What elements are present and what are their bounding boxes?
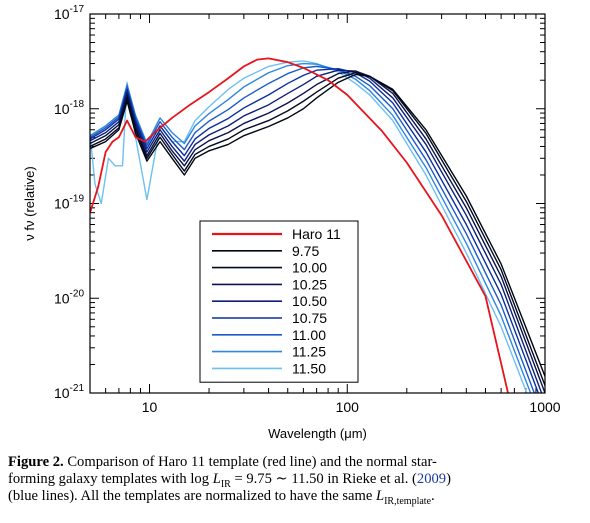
x-tick-label: 10	[142, 399, 158, 415]
legend-label: 10.75	[292, 310, 327, 326]
caption-template-subscript: IR,template	[384, 495, 432, 507]
axis-ticks	[89, 14, 546, 394]
x-axis-label: Wavelength (μm)	[268, 426, 367, 441]
y-tick-label: 10-20	[54, 288, 84, 306]
series-line	[90, 69, 543, 393]
legend-label: 10.00	[292, 260, 327, 276]
legend-label: 11.50	[292, 360, 326, 376]
reference-year-link[interactable]: 2009	[416, 471, 447, 487]
series-lines	[90, 57, 545, 393]
legend-label: 10.50	[292, 293, 327, 309]
x-tick-labels: 10 100 1000	[142, 399, 561, 415]
legend-label: 11.00	[292, 327, 326, 343]
caption-line-1: Figure 2. Comparison of Haro 11 template…	[8, 454, 582, 471]
series-line	[90, 67, 540, 393]
caption-ir-subscript: IR	[220, 478, 231, 490]
caption-line-3: (blue lines). All the templates are norm…	[8, 488, 582, 507]
caption-text-2b: = 9.75 ∼ 11.50 in Rieke et al. (	[230, 471, 417, 487]
figure-caption: Figure 2. Comparison of Haro 11 template…	[8, 454, 582, 507]
caption-text-2a: forming galaxy templates with log	[8, 471, 213, 487]
y-tick-labels: 10-21 10-20 10-19 10-18 10-17	[54, 4, 84, 401]
series-line	[90, 73, 545, 377]
caption-line-2: forming galaxy templates with log LIR = …	[8, 471, 582, 490]
x-tick-label: 100	[336, 399, 360, 415]
caption-text-2c: )	[446, 471, 451, 487]
y-tick-label: 10-21	[54, 383, 84, 401]
chart: 10 100 1000 10-21 10-20 10-19 10-18 10-17 Wave…	[22, 4, 561, 441]
caption-text-3a: (blue lines). All the templates are norm…	[8, 488, 376, 504]
series-line	[90, 72, 545, 386]
series-line	[90, 57, 509, 393]
y-tick-label: 10-19	[54, 194, 84, 212]
y-tick-label: 10-18	[54, 99, 84, 117]
legend: Haro 119.7510.0010.2510.5010.7511.0011.2…	[199, 220, 359, 383]
series-line	[90, 70, 545, 393]
caption-text-1: Comparison of Haro 11 template (red line…	[67, 454, 437, 470]
caption-l-symbol: L	[212, 471, 221, 487]
legend-label: Haro 11	[292, 226, 341, 242]
axes-frame	[89, 13, 546, 394]
caption-text-3b: .	[431, 488, 435, 504]
x-tick-label: 1000	[529, 399, 560, 415]
caption-l-symbol-2: L	[375, 488, 385, 504]
legend-label: 9.75	[292, 243, 319, 259]
legend-label: 11.25	[292, 344, 326, 360]
figure-label: Figure 2.	[8, 454, 64, 470]
y-axis-label: ν fν (relative)	[22, 166, 37, 240]
legend-label: 10.25	[292, 276, 327, 292]
series-line	[90, 60, 528, 393]
y-tick-label: 10-17	[54, 4, 84, 22]
